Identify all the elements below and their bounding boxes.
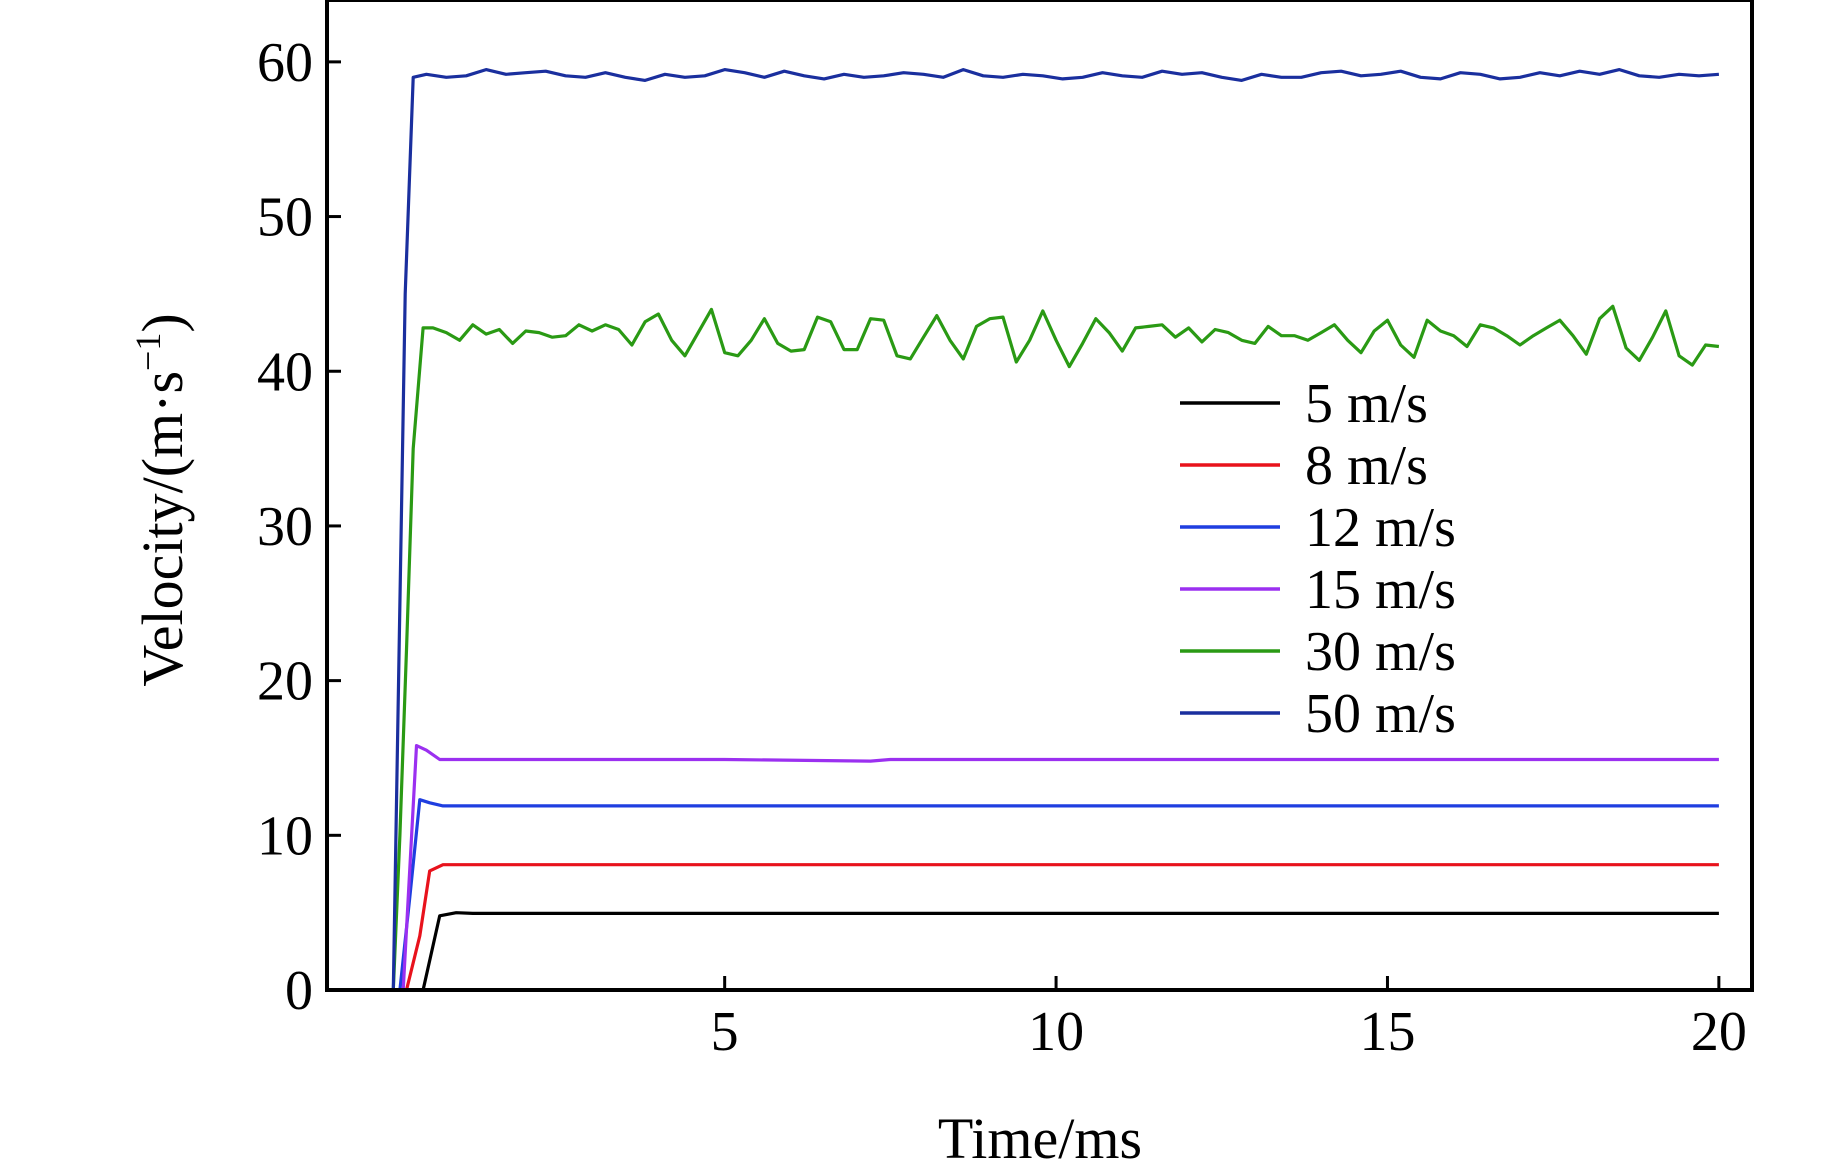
y-axis-label: Velocity/(m·s−1) <box>128 313 195 686</box>
series-line-3 <box>393 798 1719 990</box>
legend-label-3: 12 m/s <box>1305 497 1456 559</box>
y-tick-label: 10 <box>257 805 313 867</box>
legend-label-1: 5 m/s <box>1305 373 1428 435</box>
legend: 5 m/s8 m/s12 m/s15 m/s30 m/s50 m/s <box>1180 373 1456 745</box>
series-line-1 <box>393 911 1719 990</box>
y-tick-label: 60 <box>257 32 313 94</box>
x-tick-label: 15 <box>1359 1001 1415 1063</box>
y-axis-label-close: ) <box>130 313 195 332</box>
y-axis-label-main: Velocity/(m·s <box>130 371 195 687</box>
plot-frame <box>325 0 1754 992</box>
y-tick-label: 50 <box>257 187 313 249</box>
x-axis: 5 10 15 20 <box>711 976 1747 1063</box>
legend-label-2: 8 m/s <box>1305 435 1428 497</box>
series-layer <box>391 67 1720 990</box>
y-tick-label: 20 <box>257 651 313 713</box>
legend-label-5: 30 m/s <box>1305 621 1456 683</box>
y-tick-label: 40 <box>257 341 313 403</box>
y-axis: 0 10 20 30 40 50 60 <box>257 32 341 1022</box>
x-tick-label: 10 <box>1028 1001 1084 1063</box>
legend-label-4: 15 m/s <box>1305 559 1456 621</box>
legend-label-6: 50 m/s <box>1305 683 1456 745</box>
y-tick-label: 0 <box>285 960 313 1022</box>
x-axis-label: Time/ms <box>938 1106 1142 1168</box>
series-line-6 <box>391 67 1720 990</box>
series-line-4 <box>393 743 1719 990</box>
series-line-5 <box>391 304 1720 990</box>
x-tick-label: 20 <box>1691 1001 1747 1063</box>
series-line-2 <box>393 863 1719 990</box>
y-tick-label: 30 <box>257 496 313 558</box>
y-axis-label-superscript: −1 <box>128 333 168 371</box>
x-tick-label: 5 <box>711 1001 739 1063</box>
